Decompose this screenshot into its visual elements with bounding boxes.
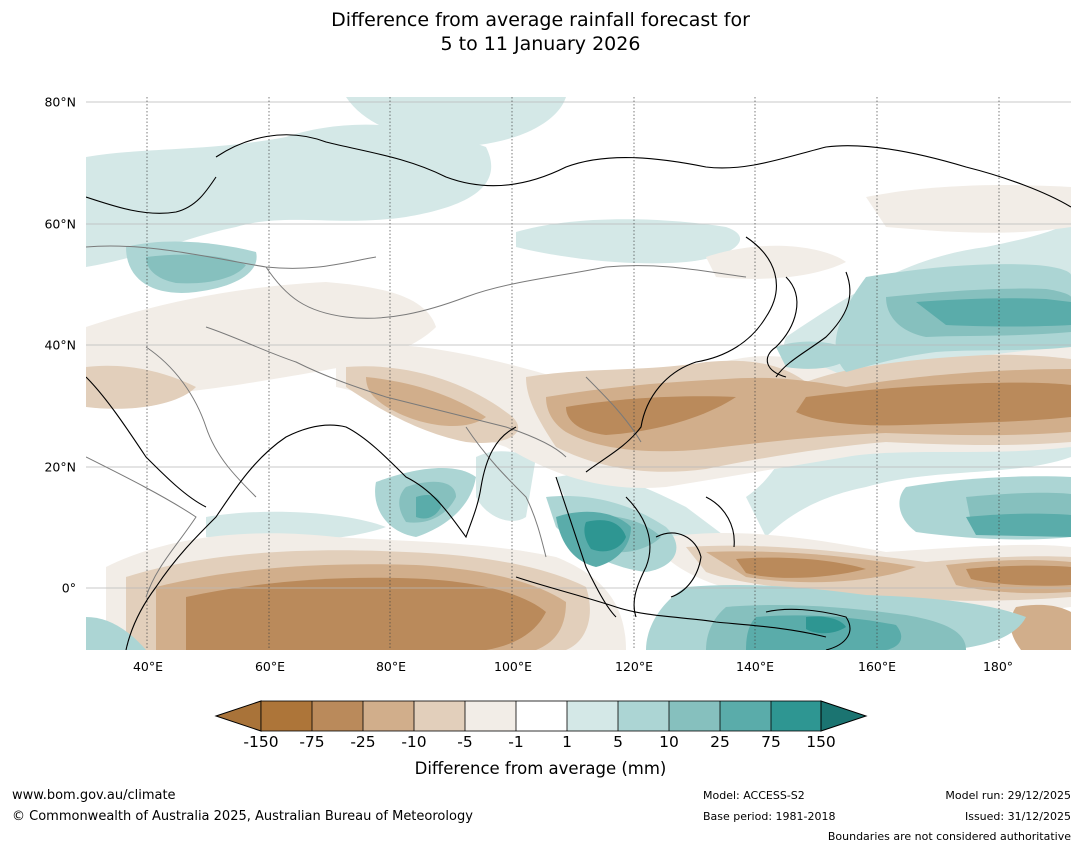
- colorbar-extend-high: [820, 700, 868, 732]
- colorbar-tick-11: 75: [761, 733, 781, 751]
- colorbar-swatch-4: [414, 701, 465, 731]
- colorbar-swatch-6: [516, 701, 567, 731]
- colorbar-tick-4: -10: [401, 733, 427, 751]
- lat-label-equator: 0°: [61, 580, 76, 596]
- base-period-text: Base period: 1981-2018: [703, 810, 836, 823]
- wet-extreme-areas: [584, 520, 846, 634]
- colorbar-tick-3: -25: [350, 733, 376, 751]
- colorbar-tick-5: -5: [457, 733, 473, 751]
- colorbar-tick-1: -150: [243, 733, 279, 751]
- colorbar-tick-10: 25: [710, 733, 730, 751]
- latitude-gridlines: [86, 101, 1071, 589]
- colorbar-tick-2: -75: [299, 733, 325, 751]
- colorbar-tick-7: 1: [562, 733, 572, 751]
- lon-label-40e: 40°E: [132, 659, 164, 674]
- issued-text: Issued: 31/12/2025: [964, 810, 1071, 823]
- lon-label-180: 180°: [982, 659, 1014, 674]
- dry-very-strong-areas: [186, 382, 1071, 650]
- colorbar: [214, 700, 868, 732]
- rainfall-anomaly-map: [86, 97, 1071, 650]
- lon-label-160e: 160°E: [857, 659, 897, 674]
- website-link[interactable]: www.bom.gov.au/climate: [12, 788, 176, 803]
- lat-label-80n: 80°N: [44, 94, 76, 110]
- lon-label-100e: 100°E: [493, 659, 533, 674]
- lon-label-140e: 140°E: [735, 659, 775, 674]
- title-line-2: 5 to 11 January 2026: [440, 33, 641, 55]
- disclaimer-text: Boundaries are not considered authoritat…: [827, 830, 1071, 843]
- lon-label-120e: 120°E: [614, 659, 654, 674]
- colorbar-tick-12: 150: [806, 733, 836, 751]
- colorbar-swatch-2: [312, 701, 363, 731]
- colorbar-label: Difference from average (mm): [414, 759, 667, 778]
- longitude-gridlines: [146, 97, 1000, 650]
- title-line-1: Difference from average rainfall forecas…: [331, 9, 750, 31]
- colorbar-swatch-8: [618, 701, 669, 731]
- colorbar-swatch-7: [567, 701, 618, 731]
- colorbar-swatch-9: [669, 701, 720, 731]
- model-text: Model: ACCESS-S2: [703, 789, 805, 802]
- colorbar-tick-8: 5: [613, 733, 623, 751]
- colorbar-swatch-5: [465, 701, 516, 731]
- colorbar-swatch-11: [771, 701, 821, 731]
- lon-label-80e: 80°E: [375, 659, 407, 674]
- colorbar-tick-6: -1: [508, 733, 524, 751]
- copyright-text: © Commonwealth of Australia 2025, Austra…: [12, 809, 473, 824]
- colorbar-swatch-10: [720, 701, 771, 731]
- lat-label-20n: 20°N: [44, 459, 76, 475]
- colorbar-extend-low: [214, 700, 262, 732]
- lat-label-60n: 60°N: [44, 216, 76, 232]
- colorbar-tick-9: 10: [659, 733, 679, 751]
- colorbar-swatch-3: [363, 701, 414, 731]
- colorbar-swatch-1: [261, 701, 312, 731]
- country-boundaries: [86, 245, 747, 598]
- lon-label-60e: 60°E: [254, 659, 286, 674]
- coastlines: [86, 134, 1071, 650]
- model-run-text: Model run: 29/12/2025: [945, 789, 1071, 802]
- lat-label-40n: 40°N: [44, 337, 76, 353]
- map-title: Difference from average rainfall forecas…: [0, 8, 1081, 56]
